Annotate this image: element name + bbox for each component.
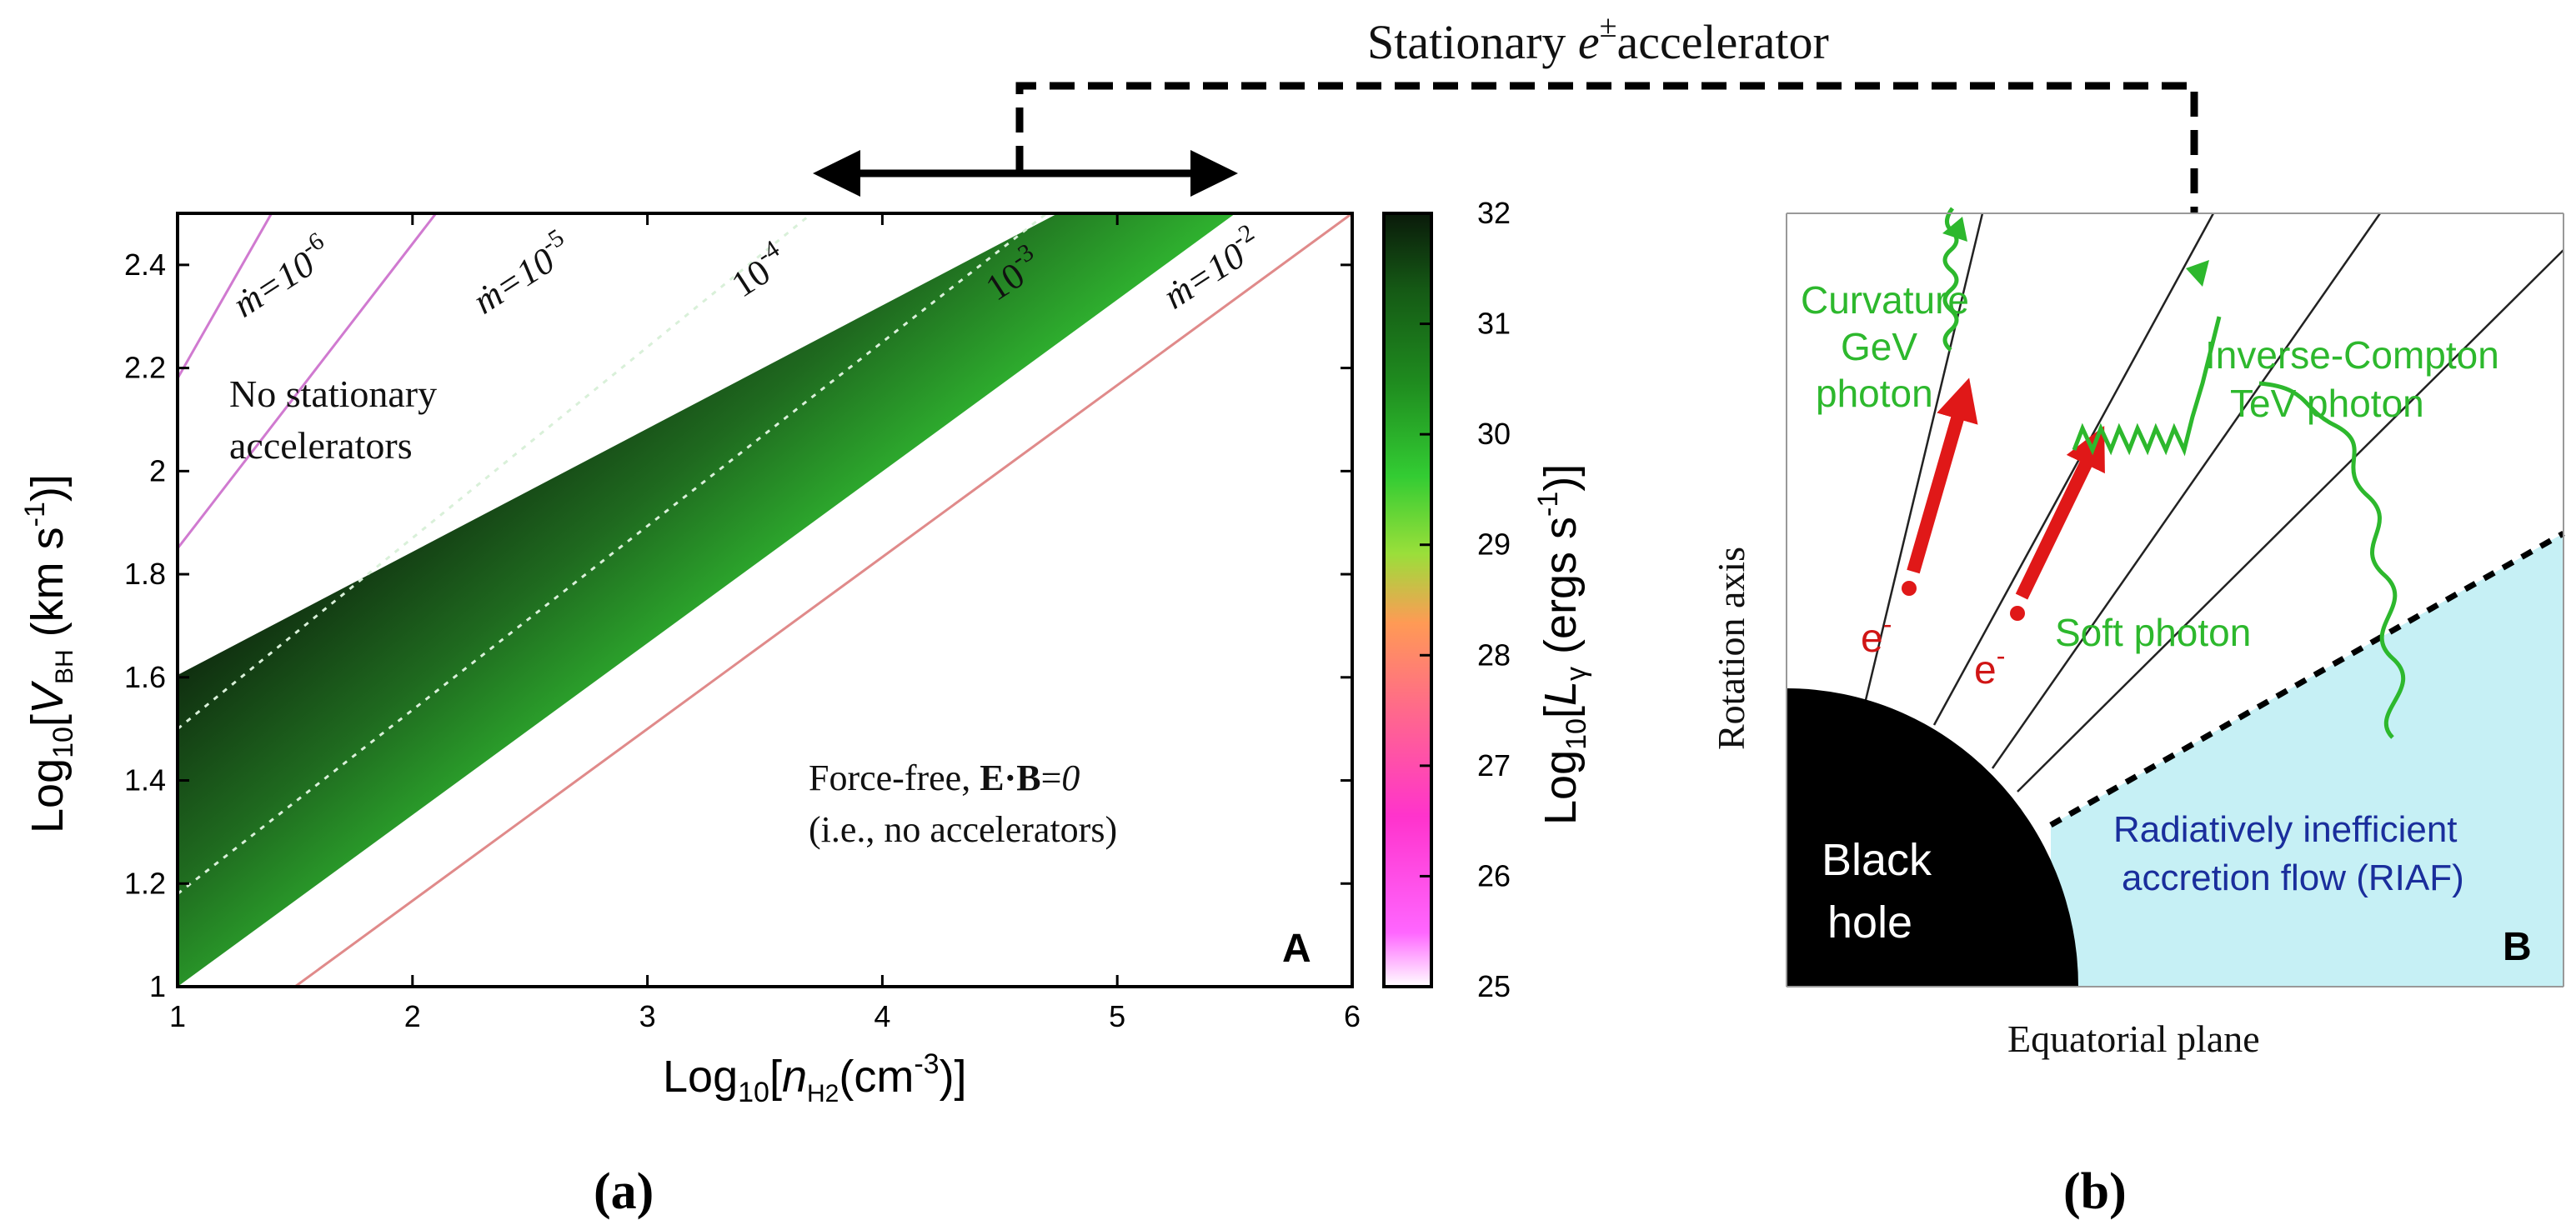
colorbar-tick-label: 28 xyxy=(1477,638,1511,672)
ic-label-1: Inverse-Compton xyxy=(2205,333,2499,377)
mdot-line xyxy=(178,213,438,550)
mdot-line xyxy=(178,213,273,379)
electron-arrow-2 xyxy=(2015,425,2105,600)
tev-photon-wave xyxy=(2072,316,2222,457)
curvature-label-2: GeV xyxy=(1841,325,1917,368)
ic-label-2: TeV photon xyxy=(2230,382,2424,425)
colorbar-tick-label: 32 xyxy=(1477,196,1511,230)
colorbar-tick-label: 31 xyxy=(1477,307,1511,341)
y-tick-label: 1.4 xyxy=(124,763,166,798)
field-line-3 xyxy=(1991,212,2382,769)
mdot-line xyxy=(294,213,1352,987)
y-tick-label: 1 xyxy=(149,969,166,1003)
y-tick-label: 1.2 xyxy=(124,866,166,900)
tev-photon-head xyxy=(2186,260,2209,287)
accelerator-title: Stationary e±accelerator xyxy=(1367,9,1829,69)
accelerators-label: accelerators xyxy=(229,424,413,467)
colorbar-tick-label: 29 xyxy=(1477,528,1511,562)
panel-b-caption: (b) xyxy=(2063,1163,2127,1220)
panel-a-caption: (a) xyxy=(594,1163,654,1220)
colorbar-tick-label: 25 xyxy=(1477,969,1511,1003)
colorbar-tick-label: 26 xyxy=(1477,858,1511,892)
y-tick-label: 2 xyxy=(149,453,166,488)
mdot-lines xyxy=(178,213,1352,987)
colorbar-tick-label: 30 xyxy=(1477,417,1511,451)
no-accelerators-note: (i.e., no accelerators) xyxy=(809,809,1117,850)
plot-frame xyxy=(176,212,1354,988)
y-axis-ticks: 1 1.2 1.4 1.6 1.8 2 2.2 2.4 xyxy=(124,248,1352,1003)
curvature-label-1: Curvature xyxy=(1801,278,1969,322)
colorbar-gradient xyxy=(1382,212,1433,988)
x-tick-label: 4 xyxy=(874,999,890,1033)
black-hole xyxy=(1787,688,2078,987)
mdot-line xyxy=(178,213,1048,895)
field-line-1 xyxy=(1864,212,1984,701)
electron-dot-2 xyxy=(2010,606,2025,621)
soft-photon-wave xyxy=(2258,381,2406,739)
riaf-label-1: Radiatively inefficient xyxy=(2113,809,2458,850)
electron-label-2: e- xyxy=(1974,641,2005,692)
no-stationary-label: No stationary xyxy=(229,372,437,415)
panel-b-corner-label: B xyxy=(2503,925,2532,969)
riaf-region xyxy=(2051,533,2563,987)
panel-a-corner-label: A xyxy=(1282,927,1311,971)
electron-dot-1 xyxy=(1902,581,1917,596)
y-tick-label: 2.2 xyxy=(124,351,166,385)
x-tick-label: 5 xyxy=(1109,999,1125,1033)
x-tick-label: 2 xyxy=(404,999,421,1033)
colorbar-ticks: 25 26 27 28 29 30 31 32 xyxy=(1420,196,1511,1003)
soft-photon-label: Soft photon xyxy=(2055,611,2251,654)
equatorial-plane-label: Equatorial plane xyxy=(2007,1018,2260,1060)
y-axis-label: Log10[VBH (km s-1)] xyxy=(19,474,79,833)
x-axis-label: Log10[nH2(cm-3)] xyxy=(663,1048,967,1108)
n-range-arrow xyxy=(813,150,1238,197)
x-axis-ticks: 1 2 3 4 5 6 xyxy=(169,213,1361,1033)
colorbar-tick-label: 27 xyxy=(1477,748,1511,782)
schematic-panel: Black hole e- e- Curvature GeV photon In… xyxy=(1710,207,2565,1060)
electron-label-1: e- xyxy=(1861,609,1892,661)
mdot-line xyxy=(178,213,813,730)
field-line-4 xyxy=(2017,249,2564,792)
y-tick-label: 1.6 xyxy=(124,660,166,694)
y-tick-label: 1.8 xyxy=(124,557,166,591)
rotation-axis-label: Rotation axis xyxy=(1710,547,1752,750)
dashed-connector xyxy=(1015,82,2198,213)
curvature-label-3: photon xyxy=(1816,372,1933,415)
force-free-label: Force-free, E·B=0 xyxy=(809,758,1080,798)
black-hole-label-1: Black xyxy=(1822,835,1932,885)
accelerator-band xyxy=(178,213,1235,987)
curvature-photon-head xyxy=(1942,217,1967,242)
riaf-label-2: accretion flow (RIAF) xyxy=(2122,858,2464,898)
colorbar-label: Log10[Lγ (ergs s-1)] xyxy=(1532,464,1592,825)
riaf-boundary xyxy=(2049,530,2565,828)
electron-arrow-1 xyxy=(1907,378,1978,574)
x-tick-label: 1 xyxy=(169,999,186,1033)
x-tick-label: 3 xyxy=(639,999,656,1033)
x-tick-label: 6 xyxy=(1344,999,1361,1033)
black-hole-label-2: hole xyxy=(1827,898,1912,948)
y-tick-label: 2.4 xyxy=(124,248,166,282)
colorbar: 25 26 27 28 29 30 31 32 Log10[Lγ (ergs s-1)] xyxy=(1382,196,1592,1003)
